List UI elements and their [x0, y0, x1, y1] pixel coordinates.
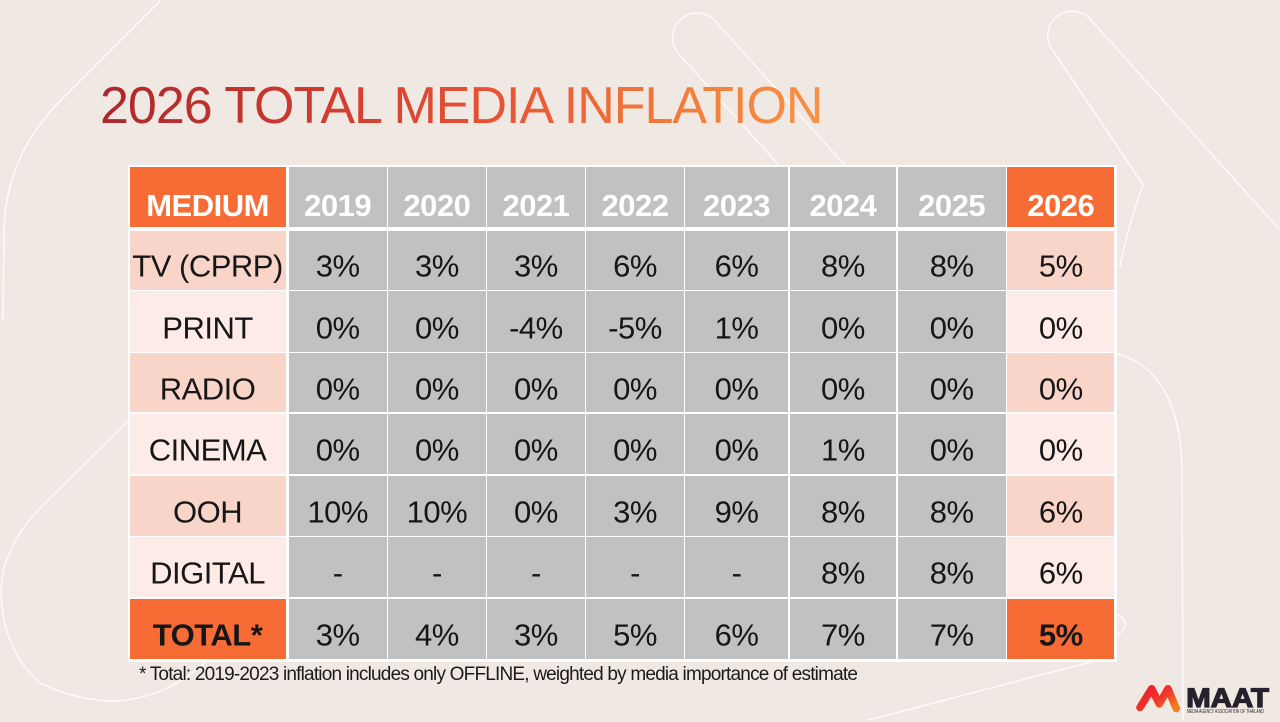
svg-text:MAAT: MAAT: [1186, 683, 1269, 713]
svg-text:MEDIA AGENCY ASSOCIATION OF TH: MEDIA AGENCY ASSOCIATION OF THAILAND: [1187, 709, 1264, 715]
